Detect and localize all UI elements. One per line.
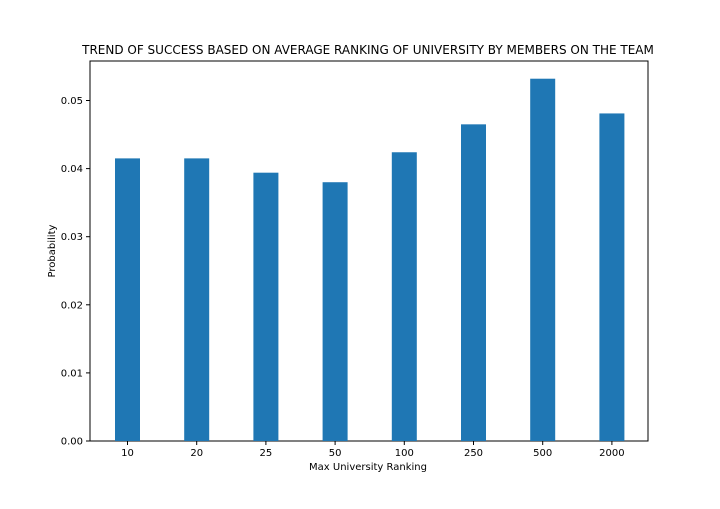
bar-100 xyxy=(391,152,417,441)
x-tick-label-250: 250 xyxy=(464,448,483,459)
plot-frame xyxy=(89,60,649,442)
bar-20 xyxy=(184,158,210,441)
y-tick-label-0.00: 0.00 xyxy=(61,437,83,448)
y-tick-label-0.02: 0.02 xyxy=(61,300,83,311)
bar-50 xyxy=(322,182,348,442)
plot-area xyxy=(89,60,649,442)
y-tick-label-0.03: 0.03 xyxy=(61,232,83,243)
bar-10 xyxy=(115,158,140,441)
bar-250 xyxy=(461,124,486,441)
y-axis: 0.00 0.01 0.02 0.03 0.04 0.05 xyxy=(61,96,90,448)
x-axis-label: Max University Ranking xyxy=(309,462,427,473)
x-tick-label-20: 20 xyxy=(190,448,203,459)
bar-2000 xyxy=(599,113,625,441)
x-axis: 10 20 25 50 100 250 500 2000 xyxy=(121,441,625,459)
x-tick-label-100: 100 xyxy=(395,448,414,459)
chart-title: TREND OF SUCCESS BASED ON AVERAGE RANKIN… xyxy=(81,43,654,57)
x-tick-label-500: 500 xyxy=(533,448,552,459)
y-axis-label: Probability xyxy=(47,224,58,277)
bar-500 xyxy=(530,78,556,442)
x-tick-label-10: 10 xyxy=(121,448,134,459)
bar-25 xyxy=(253,172,279,442)
x-tick-label-50: 50 xyxy=(329,448,342,459)
bars-group xyxy=(115,78,625,442)
x-tick-label-2000: 2000 xyxy=(599,448,624,459)
y-tick-label-0.05: 0.05 xyxy=(61,96,83,107)
y-tick-label-0.04: 0.04 xyxy=(61,164,83,175)
y-tick-label-0.01: 0.01 xyxy=(61,368,83,379)
x-tick-label-25: 25 xyxy=(260,448,273,459)
